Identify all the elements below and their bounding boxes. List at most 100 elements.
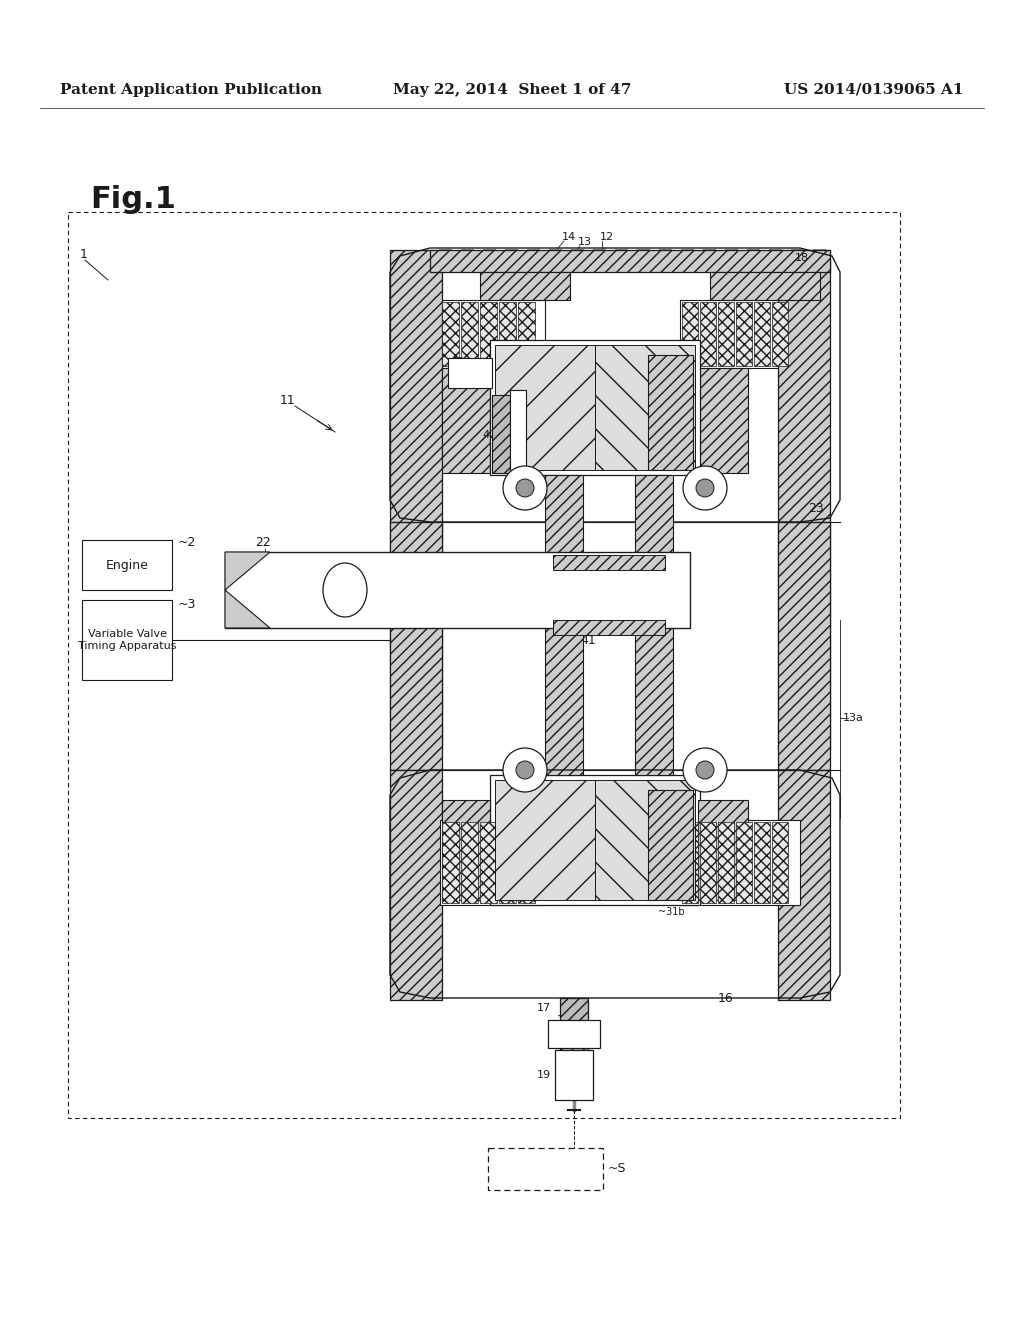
Text: 16: 16	[718, 991, 734, 1005]
Text: 14: 14	[562, 232, 577, 242]
Bar	[778, 770, 830, 1001]
Text: 32a: 32a	[653, 370, 672, 380]
Bar	[648, 355, 693, 470]
Bar	[492, 395, 510, 473]
Bar	[772, 302, 788, 366]
Circle shape	[696, 762, 714, 779]
Circle shape	[503, 748, 547, 792]
Bar	[736, 822, 752, 903]
Bar	[548, 1020, 600, 1048]
Bar	[499, 302, 516, 366]
Bar	[442, 368, 490, 473]
Bar	[518, 302, 535, 366]
Bar	[648, 789, 693, 900]
Bar	[545, 475, 583, 775]
Circle shape	[683, 466, 727, 510]
Text: 31: 31	[600, 602, 614, 612]
Bar	[772, 822, 788, 903]
Bar	[488, 1148, 603, 1191]
Text: 13a: 13a	[843, 713, 864, 723]
Text: ~2: ~2	[178, 536, 197, 549]
Text: 43: 43	[450, 356, 464, 367]
Text: 17: 17	[537, 1003, 551, 1012]
Circle shape	[683, 748, 727, 792]
Bar	[710, 272, 820, 300]
Text: 31a: 31a	[497, 411, 515, 420]
Text: 17a: 17a	[557, 1015, 578, 1026]
Bar	[82, 540, 172, 590]
Bar	[440, 820, 545, 906]
Bar	[698, 800, 748, 900]
Bar	[82, 601, 172, 680]
Text: 19: 19	[537, 1071, 551, 1080]
Text: 13: 13	[578, 238, 592, 247]
Bar	[480, 822, 497, 903]
Bar	[495, 345, 595, 470]
Bar	[499, 822, 516, 903]
Text: 23: 23	[808, 502, 823, 515]
Bar	[461, 822, 478, 903]
Bar	[778, 521, 830, 770]
Bar	[560, 998, 588, 1082]
Text: Control
Circuit: Control Circuit	[523, 1155, 566, 1183]
Bar	[700, 302, 716, 366]
Text: 1: 1	[80, 248, 88, 261]
Text: ~31b: ~31b	[658, 907, 685, 917]
Bar	[442, 800, 490, 900]
Bar	[390, 770, 442, 1001]
Bar	[595, 780, 695, 900]
Bar	[553, 554, 665, 570]
Bar	[442, 822, 459, 903]
Bar	[490, 775, 700, 906]
Text: Fig.1: Fig.1	[90, 185, 176, 214]
Bar	[682, 822, 698, 903]
Bar	[480, 272, 570, 300]
Text: ~S: ~S	[608, 1163, 627, 1176]
Text: ~3: ~3	[178, 598, 197, 611]
Polygon shape	[225, 552, 270, 590]
Bar	[449, 358, 492, 388]
Bar	[718, 302, 734, 366]
Bar	[440, 300, 545, 368]
Text: 22: 22	[255, 536, 270, 549]
Bar	[754, 302, 770, 366]
Bar	[754, 822, 770, 903]
Bar	[680, 300, 800, 368]
Text: 11: 11	[280, 393, 296, 407]
Text: Engine: Engine	[105, 560, 148, 573]
Bar	[595, 345, 695, 470]
Bar	[390, 521, 442, 770]
Text: 32: 32	[615, 602, 629, 612]
Bar	[461, 302, 478, 366]
Bar	[442, 302, 459, 366]
Text: ~31b: ~31b	[655, 355, 682, 366]
Bar	[518, 822, 535, 903]
Ellipse shape	[323, 564, 367, 616]
Bar	[495, 780, 595, 900]
Bar	[635, 475, 673, 775]
Bar	[680, 820, 800, 906]
Text: May 22, 2014  Sheet 1 of 47: May 22, 2014 Sheet 1 of 47	[393, 83, 631, 96]
Bar	[718, 822, 734, 903]
Bar	[225, 552, 690, 628]
Text: 24: 24	[578, 602, 592, 612]
Bar	[480, 302, 497, 366]
Text: 12: 12	[600, 232, 614, 242]
Bar	[736, 302, 752, 366]
Text: 41: 41	[580, 634, 596, 647]
Circle shape	[696, 479, 714, 498]
Text: 18: 18	[795, 253, 809, 263]
Text: ~21: ~21	[660, 894, 683, 903]
Bar	[700, 822, 716, 903]
Circle shape	[516, 479, 534, 498]
Bar	[682, 302, 698, 366]
Polygon shape	[225, 590, 270, 628]
Text: Variable Valve
Timing Apparatus: Variable Valve Timing Apparatus	[78, 630, 176, 651]
Circle shape	[503, 466, 547, 510]
Bar	[510, 389, 526, 470]
Bar	[390, 249, 442, 750]
Bar	[490, 341, 700, 475]
Bar	[553, 620, 665, 635]
Bar	[555, 1049, 593, 1100]
Bar	[778, 249, 830, 750]
